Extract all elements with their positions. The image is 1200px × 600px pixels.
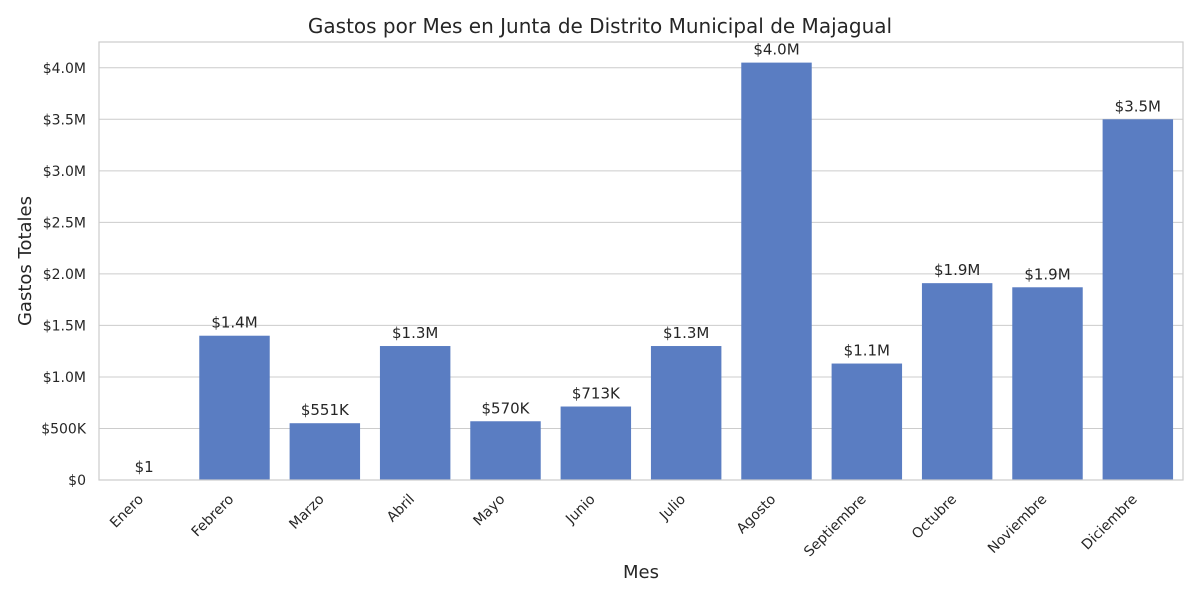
bar-julio bbox=[650, 346, 722, 480]
y-tick-label: $1.5M bbox=[43, 318, 86, 334]
bar-febrero bbox=[199, 335, 270, 480]
y-axis-label: Gastos Totales bbox=[15, 196, 36, 326]
x-tick-label: Junio bbox=[562, 492, 598, 528]
x-tick-label: Enero bbox=[107, 492, 147, 532]
chart-title: Gastos por Mes en Junta de Distrito Muni… bbox=[308, 14, 892, 38]
data-label: $570K bbox=[481, 399, 530, 417]
y-tick-labels: $0 $500K $1.0M $1.5M $2.0M $2.5M $3.0M $3.5M $4.… bbox=[41, 61, 87, 489]
bar-octubre bbox=[921, 283, 993, 480]
data-label: $4.0M bbox=[753, 41, 799, 59]
x-tick-labels: Enero Febrero Marzo Abril Mayo Junio Julio Agos… bbox=[107, 492, 1141, 561]
y-tick-label: $1.0M bbox=[43, 370, 86, 386]
data-label: $1.9M bbox=[1024, 265, 1070, 283]
x-axis-label: Mes bbox=[623, 562, 659, 583]
x-tick-label: Octubre bbox=[909, 492, 960, 543]
y-tick-label: $2.5M bbox=[43, 215, 86, 231]
data-label: $551K bbox=[301, 401, 350, 419]
y-tick-label: $500K bbox=[41, 421, 87, 437]
y-tick-label: $2.0M bbox=[43, 267, 86, 283]
bar-agosto bbox=[741, 62, 812, 481]
x-tick-label: Julio bbox=[656, 492, 689, 525]
bar-diciembre bbox=[1102, 119, 1174, 480]
data-label: $1.9M bbox=[934, 261, 980, 279]
x-tick-label: Mayo bbox=[470, 492, 508, 530]
x-tick-label: Agosto bbox=[734, 492, 780, 538]
y-tick-label: $4.0M bbox=[43, 61, 86, 77]
data-label: $1.1M bbox=[844, 342, 890, 360]
y-tick-label: $0 bbox=[68, 473, 86, 489]
data-label: $1.3M bbox=[663, 324, 709, 342]
bar-septiembre bbox=[831, 363, 903, 480]
plot-frame bbox=[98, 41, 1184, 481]
bar-junio bbox=[560, 406, 632, 480]
grid-lines bbox=[99, 67, 1183, 481]
y-tick-label: $3.5M bbox=[43, 112, 86, 128]
x-tick-label: Septiembre bbox=[801, 492, 870, 561]
y-tick-label: $3.0M bbox=[43, 164, 86, 180]
data-label: $1.3M bbox=[392, 324, 438, 342]
data-label: $1.4M bbox=[211, 314, 257, 332]
bar-mayo bbox=[470, 421, 541, 480]
bar-abril bbox=[379, 346, 451, 480]
x-tick-label: Noviembre bbox=[985, 492, 1050, 557]
data-label: $713K bbox=[572, 385, 621, 403]
x-tick-label: Marzo bbox=[286, 492, 327, 533]
x-tick-label: Abril bbox=[384, 492, 418, 526]
bars bbox=[108, 62, 1174, 481]
x-tick-label: Diciembre bbox=[1079, 492, 1141, 554]
data-labels: $1 $1.4M $551K $1.3M $570K $713K $1.3M $4.0M $1.… bbox=[135, 41, 1161, 476]
data-label: $1 bbox=[135, 458, 154, 476]
bar-marzo bbox=[289, 423, 361, 480]
data-label: $3.5M bbox=[1115, 97, 1161, 115]
bar-noviembre bbox=[1012, 287, 1083, 480]
x-tick-label: Febrero bbox=[189, 492, 238, 541]
